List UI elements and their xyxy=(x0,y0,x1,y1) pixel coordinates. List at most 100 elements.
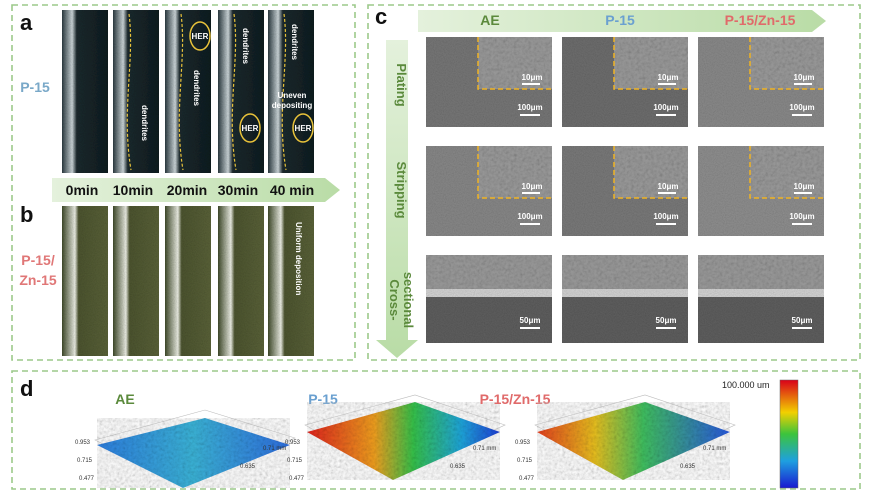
dendrite-front xyxy=(231,13,237,171)
scale-label: 50μm xyxy=(656,316,677,325)
scale-label: 10μm xyxy=(658,73,679,82)
column-label: P-15 xyxy=(605,12,635,28)
axis-tick: 0.635 xyxy=(680,464,696,470)
scale-bar xyxy=(792,327,812,329)
axis-tick: 0.715 xyxy=(77,458,93,464)
optical-image xyxy=(165,206,211,356)
panel-ab-frame xyxy=(11,4,356,361)
time-labels: 0min 10min 20min 30min 40 min xyxy=(66,182,315,198)
axis-tick: 0.477 xyxy=(289,476,305,482)
axis-tick: 0.635 xyxy=(450,464,466,470)
sem-inset xyxy=(478,146,552,198)
optical-image xyxy=(113,10,159,173)
scale-bar xyxy=(522,192,540,194)
sample-label: P-15/ xyxy=(21,252,55,268)
sample-label: P-15 xyxy=(20,79,50,95)
dendrite-front xyxy=(178,13,184,171)
sem-inset xyxy=(614,146,688,198)
surface-plots: AE 0.953 0.715 0.477 0.635 0.71 mm P-15 0.953 0.… xyxy=(75,391,736,488)
annotation: Uneven xyxy=(278,91,307,100)
inset-border xyxy=(477,37,552,90)
axis-tick: 0.953 xyxy=(515,440,531,446)
column-label: AE xyxy=(480,12,499,28)
time-label: 0min xyxy=(66,182,99,198)
row-label: Stripping xyxy=(394,161,409,218)
scale-bar xyxy=(794,83,812,85)
scale-label: 10μm xyxy=(522,73,543,82)
annotation: dendrites xyxy=(140,105,149,142)
axis-tick: 0.715 xyxy=(287,458,303,464)
sample-label: Zn-15 xyxy=(19,272,57,288)
scale-label: 100μm xyxy=(789,103,814,112)
scale-bar xyxy=(656,223,676,225)
panel-label: d xyxy=(20,376,33,401)
scale-label: 100μm xyxy=(517,212,542,221)
optical-image xyxy=(62,206,108,356)
her-marker xyxy=(292,113,314,143)
optical-image xyxy=(165,10,211,173)
optical-image xyxy=(113,206,159,356)
panel-label: c xyxy=(375,4,387,29)
annotation: HER xyxy=(295,124,312,133)
optical-images-b: Uniform deposition xyxy=(62,206,314,356)
scale-bar xyxy=(520,114,540,116)
plot-title: P-15 xyxy=(308,391,338,407)
time-label: 30min xyxy=(218,182,258,198)
dendrite-front xyxy=(126,13,132,171)
optical-images-a: dendrites dendrites dendrites dendrites HER H… xyxy=(62,10,314,173)
dendrite-front xyxy=(281,13,287,171)
annotation: HER xyxy=(242,124,259,133)
axis-tick: 0.71 mm xyxy=(703,446,726,452)
cross-top xyxy=(562,255,688,291)
time-label: 40 min xyxy=(270,182,314,198)
scale-label: 100μm xyxy=(653,103,678,112)
scale-label: 10μm xyxy=(658,182,679,191)
optical-image xyxy=(268,10,314,173)
surface xyxy=(537,402,730,480)
row-label: Cross- xyxy=(387,279,402,320)
axis-tick: 0.953 xyxy=(75,440,91,446)
scale-bar xyxy=(792,223,812,225)
surface xyxy=(97,418,290,488)
inset-border xyxy=(749,37,824,90)
scale-label: 10μm xyxy=(794,73,815,82)
scale-label: 100μm xyxy=(653,212,678,221)
annotation: dendrites xyxy=(290,24,299,61)
scale-label: 100μm xyxy=(517,103,542,112)
surface xyxy=(307,402,500,480)
her-marker xyxy=(239,113,261,143)
deposit-layer xyxy=(426,289,552,297)
column-arrow xyxy=(418,10,826,32)
scale-bar xyxy=(522,83,540,85)
optical-image xyxy=(218,10,264,173)
cross-top xyxy=(698,255,824,291)
scale-bar xyxy=(792,114,812,116)
annotation: HER xyxy=(192,32,209,41)
row-label: sectional xyxy=(401,272,416,328)
axis-tick: 0.715 xyxy=(517,458,533,464)
scale-bar xyxy=(520,223,540,225)
scale-label: 10μm xyxy=(522,182,543,191)
axis-tick: 0.71 mm xyxy=(473,446,496,452)
axis-tick: 0.71 mm xyxy=(263,446,286,452)
optical-image xyxy=(218,206,264,356)
axis-tick: 0.477 xyxy=(79,476,95,482)
scale-bar xyxy=(656,327,676,329)
scale-bar xyxy=(656,114,676,116)
inset-border xyxy=(749,146,824,199)
inset-border xyxy=(613,37,688,90)
time-arrow xyxy=(52,178,340,202)
scale-label: 100μm xyxy=(789,212,814,221)
sem-inset xyxy=(750,37,824,89)
scale-bar xyxy=(658,192,676,194)
scale-label: 10μm xyxy=(794,182,815,191)
sem-inset xyxy=(750,146,824,198)
sem-inset xyxy=(478,37,552,89)
plot-title: AE xyxy=(115,391,134,407)
column-label: P-15/Zn-15 xyxy=(725,12,796,28)
plot-title: P-15/Zn-15 xyxy=(480,391,551,407)
sem-images: 10μm 100μm 10μm 100μm 10μm 100μm 10μm 100μm 10μm… xyxy=(426,37,824,343)
inset-border xyxy=(613,146,688,199)
optical-image xyxy=(62,10,108,173)
